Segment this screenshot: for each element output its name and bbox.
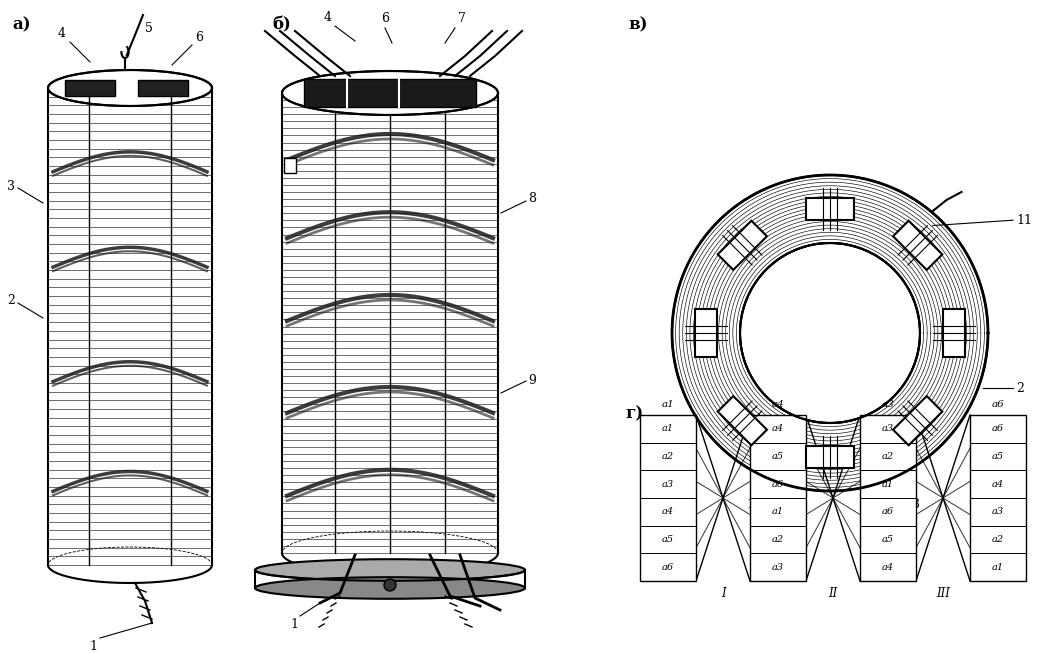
Text: a2: a2 <box>772 535 784 544</box>
Ellipse shape <box>255 559 525 581</box>
Text: a2: a2 <box>661 452 674 461</box>
Text: a1: a1 <box>661 400 674 409</box>
Text: a1: a1 <box>882 480 895 488</box>
Text: 9: 9 <box>528 374 536 387</box>
Text: a3: a3 <box>882 424 895 434</box>
Bar <box>893 396 943 445</box>
Text: 4: 4 <box>324 11 332 24</box>
Text: a5: a5 <box>772 452 784 461</box>
Bar <box>750 415 806 581</box>
Text: 1: 1 <box>89 640 97 653</box>
Bar <box>718 396 767 445</box>
Text: a4: a4 <box>992 480 1004 488</box>
Text: 11: 11 <box>1016 214 1032 227</box>
Text: a4: a4 <box>771 400 785 409</box>
Text: a6: a6 <box>992 400 1004 409</box>
Text: a1: a1 <box>992 563 1004 571</box>
Circle shape <box>741 244 919 422</box>
Bar <box>284 158 296 173</box>
Ellipse shape <box>282 71 498 115</box>
Text: a3: a3 <box>992 507 1004 517</box>
Text: a6: a6 <box>661 563 674 571</box>
Text: a6: a6 <box>882 507 895 517</box>
Text: 4: 4 <box>855 311 864 325</box>
Text: 2: 2 <box>1016 381 1024 394</box>
Bar <box>943 310 965 357</box>
Text: 5: 5 <box>145 22 153 35</box>
Circle shape <box>384 579 396 591</box>
Text: a2: a2 <box>882 452 895 461</box>
Text: a5: a5 <box>661 535 674 544</box>
Bar <box>893 221 943 270</box>
Text: 2: 2 <box>7 295 15 308</box>
Text: a1: a1 <box>772 507 784 517</box>
Ellipse shape <box>255 577 525 599</box>
Text: a2: a2 <box>992 535 1004 544</box>
Circle shape <box>740 243 920 423</box>
Bar <box>806 198 854 220</box>
Text: 3: 3 <box>912 498 920 511</box>
Text: III: III <box>936 587 950 600</box>
FancyBboxPatch shape <box>138 80 188 96</box>
Bar <box>860 415 916 581</box>
Text: II: II <box>829 587 838 600</box>
Text: a4: a4 <box>882 563 895 571</box>
Text: в): в) <box>628 16 648 33</box>
Bar <box>718 221 767 270</box>
Bar <box>695 310 717 357</box>
Text: a5: a5 <box>882 535 895 544</box>
Text: I: I <box>721 587 725 600</box>
Text: б): б) <box>272 16 291 33</box>
Bar <box>640 415 696 581</box>
FancyBboxPatch shape <box>304 79 477 107</box>
Text: 1: 1 <box>291 618 298 631</box>
Text: 4: 4 <box>59 27 66 40</box>
Text: а): а) <box>11 16 30 33</box>
Text: a1: a1 <box>661 424 674 434</box>
Text: a6: a6 <box>992 424 1004 434</box>
FancyBboxPatch shape <box>65 80 115 96</box>
Text: a3: a3 <box>882 400 895 409</box>
Text: a4: a4 <box>772 424 784 434</box>
Text: a3: a3 <box>772 563 784 571</box>
Text: a6: a6 <box>772 480 784 488</box>
Text: a5: a5 <box>992 452 1004 461</box>
Bar <box>970 415 1026 581</box>
Bar <box>806 446 854 468</box>
Text: a3: a3 <box>661 480 674 488</box>
Text: a4: a4 <box>661 507 674 517</box>
Text: г): г) <box>625 405 644 422</box>
Text: 3: 3 <box>7 180 15 193</box>
Ellipse shape <box>48 70 212 106</box>
Circle shape <box>672 175 988 491</box>
Text: 6: 6 <box>381 12 389 25</box>
Text: 8: 8 <box>528 193 536 206</box>
Text: 7: 7 <box>458 12 466 25</box>
Text: 10: 10 <box>746 498 762 511</box>
Text: 6: 6 <box>195 31 203 44</box>
